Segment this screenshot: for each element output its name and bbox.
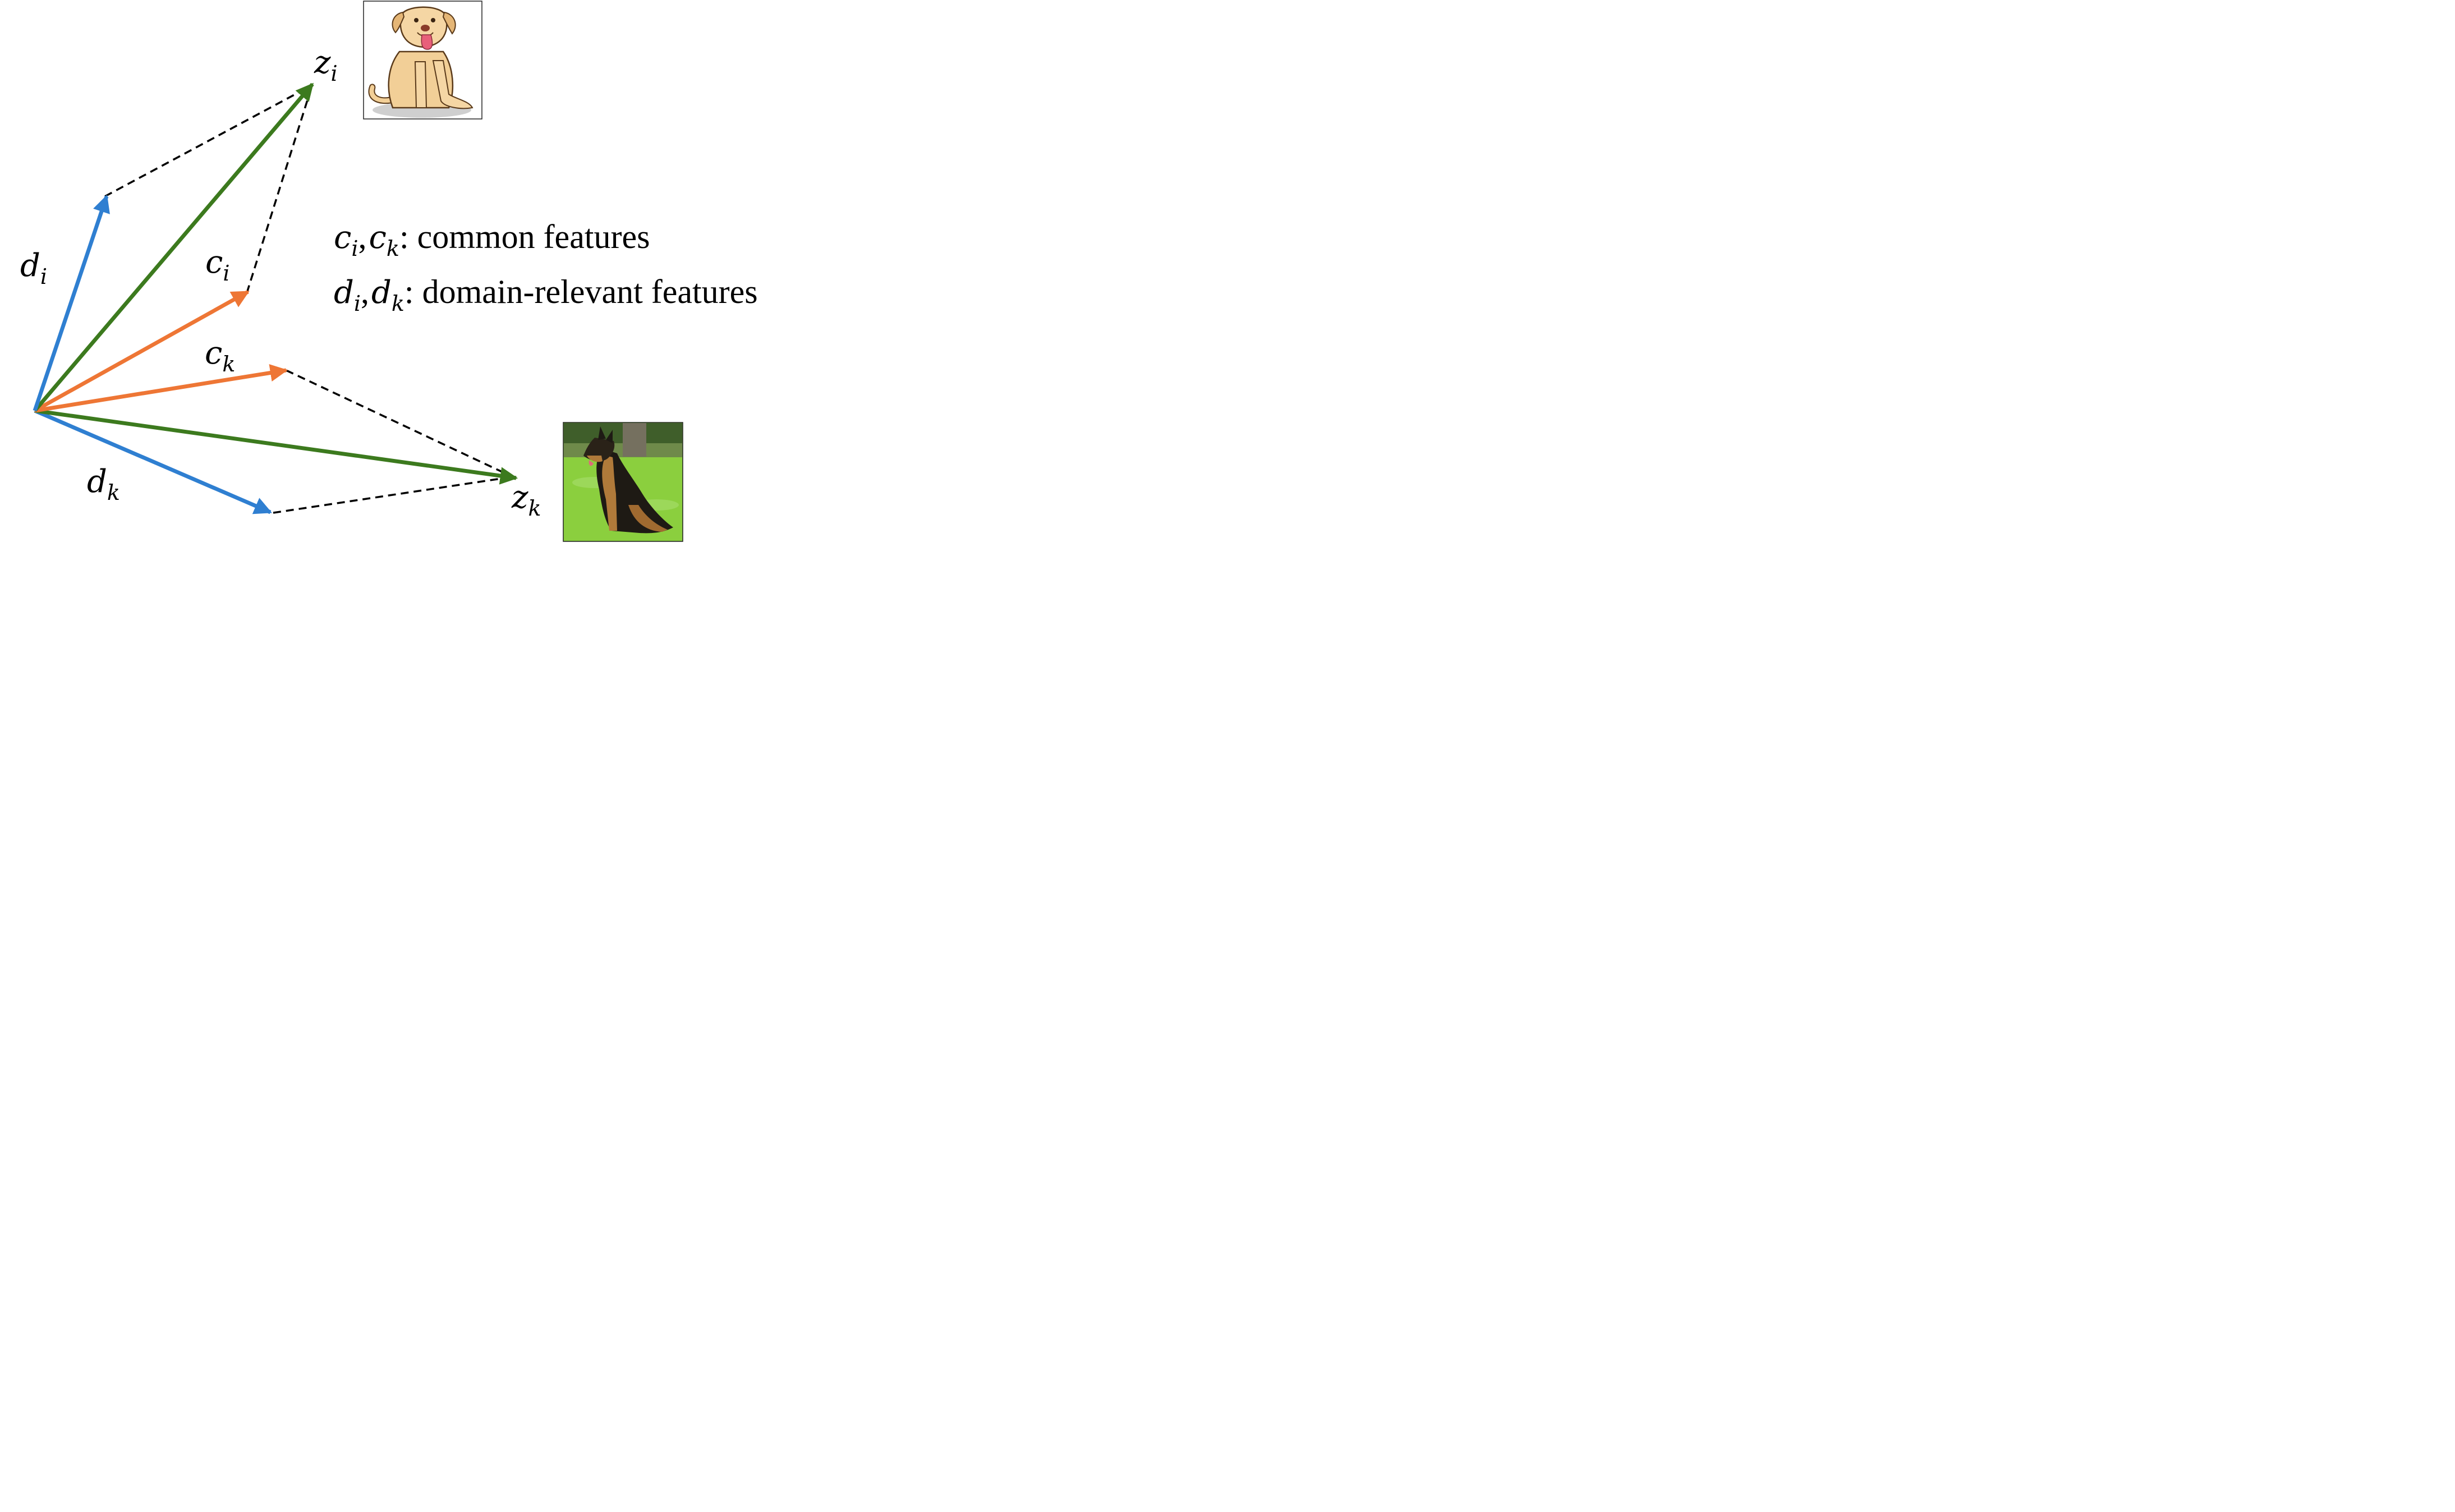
label-ck: ck xyxy=(205,335,235,376)
feature-decomposition-diagram: zi di ci ck dk zk ci,ck: common features… xyxy=(0,0,875,544)
label-di: di xyxy=(20,247,47,289)
dashed-ck-to-zk xyxy=(286,370,503,472)
vector-zi xyxy=(35,84,312,411)
dashed-di-to-zi xyxy=(105,93,298,196)
dashed-dk-to-zk xyxy=(273,478,505,513)
label-dk: dk xyxy=(87,463,120,505)
label-zk: zk xyxy=(511,479,541,521)
legend-line-common: ci,ck: common features xyxy=(334,218,650,261)
label-zi: zi xyxy=(314,44,338,86)
german-shepherd-image xyxy=(563,422,683,541)
legend-line-domain: di,dk: domain-relevant features xyxy=(334,273,758,316)
label-ci: ci xyxy=(205,244,230,286)
cartoon-dog-image xyxy=(364,1,482,119)
legend: ci,ck: common features di,dk: domain-rel… xyxy=(334,218,758,316)
